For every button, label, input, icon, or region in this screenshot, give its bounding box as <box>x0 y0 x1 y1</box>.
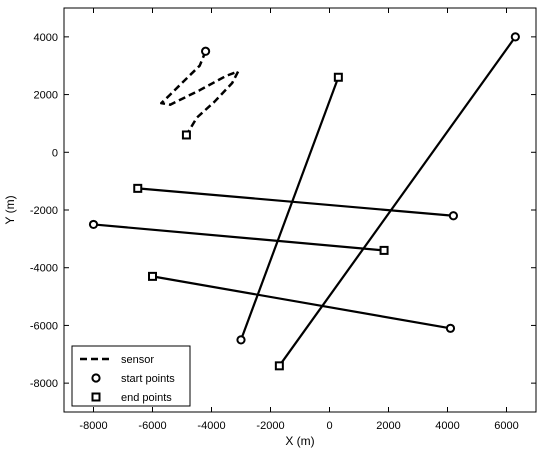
track-end-point <box>133 183 143 193</box>
x-tick-label: 6000 <box>494 420 518 432</box>
x-axis-label: X (m) <box>285 434 314 448</box>
x-tick-label: -2000 <box>256 420 284 432</box>
track-end-point <box>379 245 389 255</box>
track-start-point <box>448 211 458 221</box>
legend-start-label: start points <box>121 373 175 385</box>
legend-end-marker <box>91 392 101 402</box>
x-tick-label: -8000 <box>79 420 107 432</box>
track-end-point <box>333 72 343 82</box>
y-tick-label: -8000 <box>30 378 58 390</box>
plot-frame <box>63 7 537 413</box>
y-tick-label: -4000 <box>30 263 58 275</box>
legend: sensor start points end points <box>71 345 191 407</box>
target-track-line <box>239 76 340 341</box>
y-tick-label: 4000 <box>34 32 58 44</box>
x-tick-label: 0 <box>326 420 332 432</box>
target-track-line <box>137 187 454 217</box>
sensor-end-point <box>181 130 191 140</box>
legend-start-marker <box>91 373 101 383</box>
track-end-point <box>274 361 284 371</box>
target-track-line <box>152 275 451 330</box>
x-tick-label: -4000 <box>197 420 225 432</box>
sensor-start-point <box>201 46 211 56</box>
sensor-path <box>160 50 240 136</box>
y-axis-label: Y (m) <box>3 195 17 224</box>
track-start-point <box>88 219 99 230</box>
track-end-point <box>148 271 157 281</box>
x-tick-label: -6000 <box>138 420 166 432</box>
target-track-line <box>93 223 385 252</box>
series-layer <box>88 32 520 371</box>
x-tick-label: 2000 <box>376 420 400 432</box>
target-track-line <box>278 36 517 367</box>
track-start-point <box>510 32 520 42</box>
y-tick-label: 0 <box>52 147 58 159</box>
legend-end-label: end points <box>121 392 172 404</box>
axis-ticks: -8000 -6000 -4000 -2000 0 2000 4000 6000 -8000 -6… <box>30 8 536 432</box>
legend-sensor-label: sensor <box>121 354 154 366</box>
track-start-point <box>445 323 456 333</box>
y-tick-label: -6000 <box>30 320 58 332</box>
x-tick-label: 4000 <box>435 420 459 432</box>
y-tick-label: -2000 <box>30 205 58 217</box>
y-tick-label: 2000 <box>34 90 58 102</box>
track-start-point <box>236 335 246 345</box>
